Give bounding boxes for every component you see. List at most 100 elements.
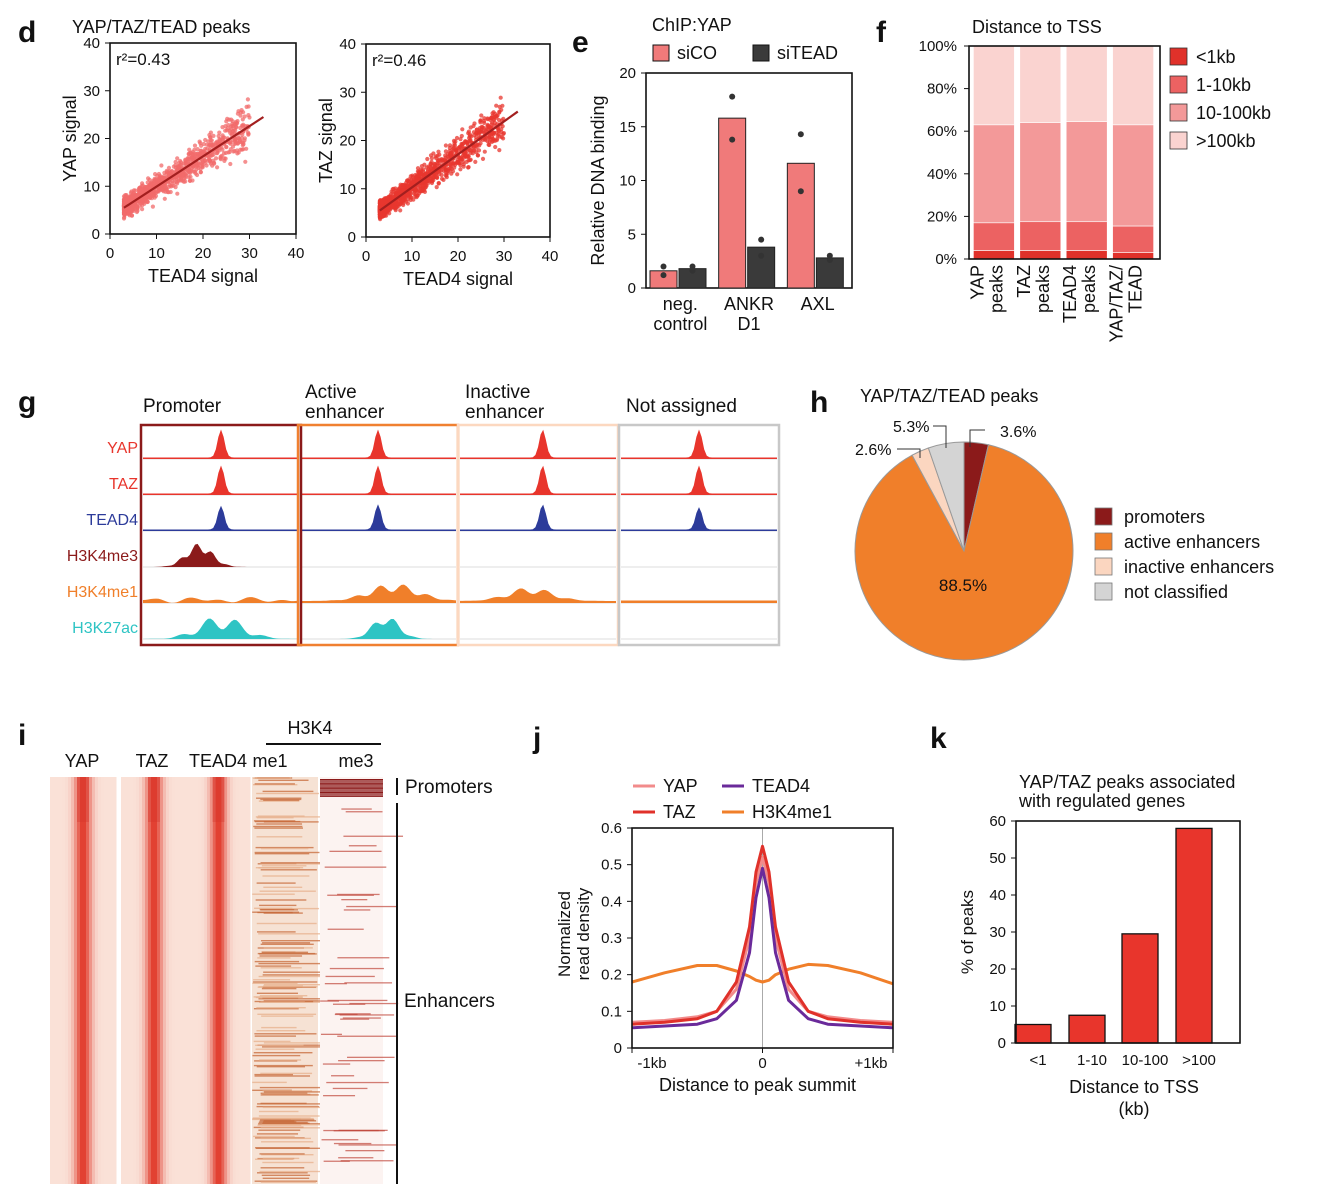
data-point [453,139,458,144]
heatmap-cell [187,777,191,1184]
heatmap-cell [261,1026,297,1029]
heatmap-cell [127,777,131,1184]
heatmap-cell [259,1059,302,1061]
data-point [501,131,506,137]
stacked-bar-segment [973,250,1015,260]
data-point [135,206,140,211]
data-point [434,185,439,190]
data-point [471,148,476,153]
heatmap-cell [178,777,182,1184]
heatmap-cell [342,1017,381,1019]
y-tick-label: 10 [339,181,356,198]
stacked-bar-segment [1065,221,1108,251]
heatmap-cell [320,782,383,784]
heatmap-cell [320,789,383,791]
y-tick-label: 60 [989,813,1006,830]
heatmap-cell [53,777,57,1184]
stacked-bar-segment [1019,122,1062,223]
heatmap-cell [145,777,149,1184]
heatmap-cell [252,1117,314,1120]
signal-track [621,507,777,531]
data-point [129,213,134,218]
heatmap-cell [255,996,303,999]
data-point [482,149,487,154]
heatmap-cell [263,984,323,986]
data-point [408,195,413,200]
x-tick-label: 0 [106,245,114,262]
data-point [494,103,499,108]
x-tick-label: 10 [148,245,165,262]
heatmap-cell [136,777,140,1184]
heatmap-cell [252,1054,301,1057]
heatmap-cell [340,1018,370,1020]
data-point [428,161,433,166]
heatmap-cell [262,1157,300,1160]
region-frame [617,423,781,647]
data-point [231,129,236,134]
r-squared-annotation: r²=0.43 [116,50,170,69]
heatmap-cell [263,821,319,823]
y-tick-label: 5 [628,226,636,243]
heatmap-cell [254,1060,298,1062]
r-squared-annotation: r²=0.46 [372,51,426,70]
x-tick-label: 20 [450,248,467,265]
heatmap-cell [151,777,155,1184]
heatmap-cell [344,982,393,984]
data-point [477,126,482,131]
data-point [173,159,178,165]
y-tick-label: 0.4 [601,893,622,910]
x-tick-label: D1 [737,314,760,334]
data-point [241,110,246,115]
data-point [459,155,464,160]
region-frame [139,423,303,647]
heatmap-cell [259,1120,295,1122]
stacked-bar-segment [1065,121,1108,223]
data-point [153,172,158,177]
data-point [447,152,452,157]
heatmap-cell [260,1167,305,1169]
y-tick-label: 80% [927,81,957,98]
heatmap-cell [324,866,387,868]
row-group-label: Enhancers [404,991,495,1012]
panel-letter-j: j [532,722,541,755]
y-tick-label: 0.5 [601,857,622,874]
bar [786,162,815,289]
heatmap-cell [71,777,75,1184]
heatmap-cell [230,777,234,1184]
heatmap-cell [254,1075,311,1077]
replicate-point [826,252,833,259]
heatmap-cell [325,975,375,978]
data-point [466,165,471,170]
data-point [425,169,430,174]
replicate-point [729,136,736,143]
heatmap-cell [256,1133,299,1135]
heatmap-cell [256,1172,308,1174]
data-point [189,157,194,162]
data-point [198,169,203,175]
legend-swatch [1169,75,1188,94]
x-axis-label: Distance to TSS [1069,1077,1199,1097]
data-point [162,196,167,201]
heatmap-cell [157,777,161,1184]
data-point [401,202,406,208]
bar [718,117,747,289]
data-point [475,153,481,158]
heatmap-cell [68,777,72,1184]
signal-track [621,465,777,495]
heatmap-cell [160,777,164,1184]
plot-frame [968,45,1161,260]
heatmap-cell [335,1013,371,1015]
data-point [437,160,442,165]
heatmap-cell [256,922,317,925]
chart-title: with regulated genes [1018,791,1185,811]
region-column-header: enhancer [305,402,385,423]
heatmap-cell [253,1135,295,1138]
pie-value-label: 88.5% [939,576,987,595]
heatmap-cell [113,777,117,1184]
replicate-point [797,188,804,195]
trend-line [123,116,265,209]
x-tick-label: >100 [1182,1052,1216,1069]
replicate-point [660,263,667,270]
heatmap-cell [260,862,322,864]
legend-label: 1-10kb [1196,75,1251,95]
